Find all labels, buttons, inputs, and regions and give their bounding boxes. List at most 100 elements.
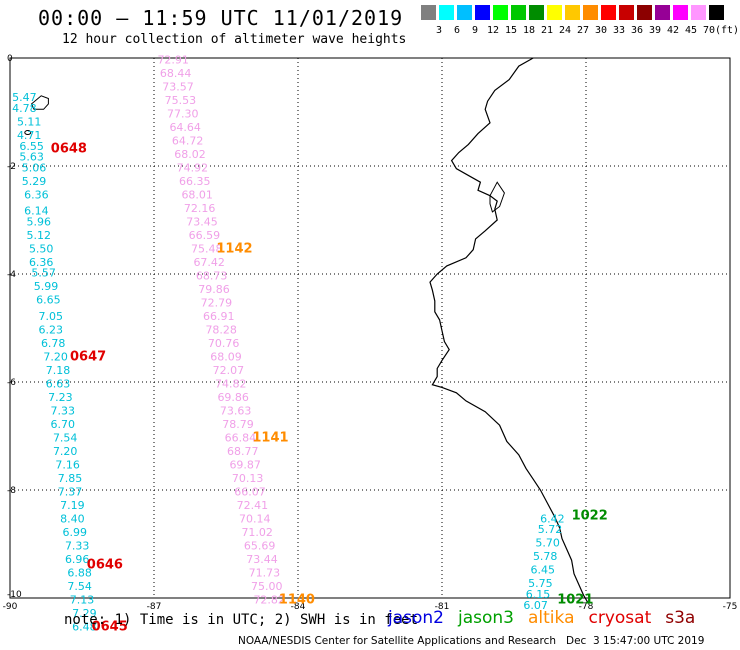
color-swatch — [493, 5, 508, 20]
wave-height-value: 5.47 — [12, 91, 37, 104]
map-frame — [9, 57, 731, 599]
wave-height-value: 6.78 — [41, 337, 66, 350]
wave-height-value: 68.73 — [196, 269, 228, 282]
wave-height-value: 5.70 — [535, 537, 560, 550]
wave-height-value: 7.29 — [72, 607, 97, 620]
wave-height-value: 5.57 — [31, 267, 56, 280]
color-scale-label: 27 — [576, 25, 590, 36]
wave-height-value: 74.82 — [215, 377, 247, 390]
wave-height-value: 6.45 — [531, 564, 556, 577]
wave-height-value: 7.54 — [53, 431, 78, 444]
wave-height-value: 5.78 — [533, 550, 558, 563]
color-swatch — [565, 5, 580, 20]
lon-tick-label: -81 — [435, 602, 450, 612]
wave-height-value: 7.20 — [53, 445, 78, 458]
color-scale-label: 21 — [540, 25, 554, 36]
wave-height-value: 73.63 — [220, 404, 252, 417]
grid-lines — [10, 58, 730, 598]
credit-line: NOAA/NESDIS Center for Satellite Applica… — [238, 635, 705, 647]
coastline-path — [429, 57, 589, 604]
time-labels: 0648 0647 0646 0645 1142 1141 1140 1022 1021 — [51, 142, 608, 635]
wave-height-value: 72.79 — [201, 296, 233, 309]
wave-height-value: 6.96 — [65, 553, 90, 566]
color-swatch — [709, 5, 724, 20]
pass-time-label: 1141 — [252, 430, 288, 445]
wave-height-value: 72.41 — [237, 499, 269, 512]
wave-height-value: 75.00 — [251, 580, 283, 593]
wave-height-value: 7.37 — [58, 485, 83, 498]
island-small — [24, 130, 32, 136]
wave-height-value: 78.79 — [222, 418, 254, 431]
lat-tick-label: -8 — [7, 486, 16, 496]
wave-height-value: 72.91 — [157, 53, 189, 66]
map-subtitle: 12 hour collection of altimeter wave hei… — [62, 32, 407, 47]
lon-tick-label: -87 — [147, 602, 162, 612]
color-scale-label: 39 — [648, 25, 662, 36]
wave-height-value: 69.87 — [229, 458, 261, 471]
wave-height-value: 5.11 — [17, 116, 42, 129]
wave-height-value: 6.07 — [523, 599, 548, 612]
wave-height-value: 5.06 — [22, 161, 47, 174]
wave-height-value: 69.86 — [217, 391, 249, 404]
color-scale-unit: (ft) — [715, 25, 740, 36]
wave-height-value: 5.12 — [27, 229, 52, 242]
wave-height-value: 77.30 — [167, 107, 199, 120]
wave-height-value: 7.20 — [43, 350, 68, 363]
color-swatch — [475, 5, 490, 20]
wave-height-value: 72.82 — [253, 593, 285, 606]
color-swatch — [529, 5, 544, 20]
wave-height-value: 67.42 — [193, 256, 225, 269]
lon-tick-label: -75 — [723, 602, 738, 612]
color-scale-label: 36 — [630, 25, 644, 36]
color-scale-label: 45 — [684, 25, 698, 36]
wave-height-value: 5.75 — [528, 577, 553, 590]
wave-height-value: 71.02 — [241, 526, 273, 539]
color-swatch — [637, 5, 652, 20]
wave-height-value: 75.53 — [165, 94, 197, 107]
map-title: 00:00 – 11:59 UTC 11/01/2019 — [38, 6, 404, 30]
pass-time-label: 0646 — [87, 557, 123, 572]
coastline — [24, 57, 589, 604]
wave-height-value: 7.16 — [55, 458, 80, 471]
wave-height-value: 4.71 — [17, 129, 42, 142]
wave-height-value: 6.55 — [19, 140, 44, 153]
wave-height-value: 75.48 — [191, 242, 223, 255]
wave-height-value: 64.72 — [172, 134, 204, 147]
axis-ticks: -90 -87 -84 -81 -78 -75 0 -2 -4 -6 -8 -10 — [3, 54, 738, 612]
wave-height-value: 7.18 — [46, 364, 71, 377]
color-scale-label: 15 — [504, 25, 518, 36]
wave-height-value: 7.33 — [65, 539, 90, 552]
color-scale-label: 30 — [594, 25, 608, 36]
color-scale-label: 12 — [486, 25, 500, 36]
wave-height-value: 8.40 — [60, 512, 85, 525]
lat-tick-label: -4 — [7, 270, 16, 280]
wave-height-value: 6.70 — [51, 418, 76, 431]
legend-entry-cryosat: cryosat — [588, 608, 652, 628]
lon-tick-label: -90 — [3, 602, 18, 612]
pass-time-label: 1021 — [557, 592, 593, 607]
wave-height-value: 4.78 — [12, 102, 37, 115]
wave-height-value: 6.14 — [24, 205, 49, 218]
color-swatch — [547, 5, 562, 20]
island-galapagos — [30, 95, 49, 110]
pass-time-label: 1140 — [279, 592, 315, 607]
color-swatch — [511, 5, 526, 20]
wave-height-value: 68.44 — [160, 67, 192, 80]
wave-height-value: 66.91 — [203, 310, 235, 323]
wave-height-value: 71.73 — [249, 566, 281, 579]
color-swatch — [601, 5, 616, 20]
footnote: note: 1) Time is in UTC; 2) SWH is in fe… — [64, 612, 419, 628]
wave-height-value: 5.50 — [29, 242, 54, 255]
wave-height-value: 6.65 — [36, 294, 61, 307]
wave-height-value: 68.09 — [210, 350, 242, 363]
color-scale-label: 24 — [558, 25, 572, 36]
color-swatch — [673, 5, 688, 20]
lon-tick-label: -78 — [579, 602, 594, 612]
color-scale-label: 42 — [666, 25, 680, 36]
wave-height-value: 6.15 — [526, 588, 551, 601]
wave-height-value: 68.77 — [227, 445, 259, 458]
wave-height-value: 7.23 — [48, 391, 73, 404]
wave-height-value: 68.01 — [181, 188, 213, 201]
satellite-legend: jason2 jason3 altika cryosat s3a — [388, 608, 709, 628]
